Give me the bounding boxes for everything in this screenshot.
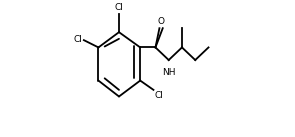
Text: Cl: Cl (155, 91, 164, 100)
Text: O: O (158, 17, 165, 26)
Text: NH: NH (162, 68, 176, 77)
Text: Cl: Cl (114, 3, 123, 12)
Text: Cl: Cl (74, 35, 83, 44)
